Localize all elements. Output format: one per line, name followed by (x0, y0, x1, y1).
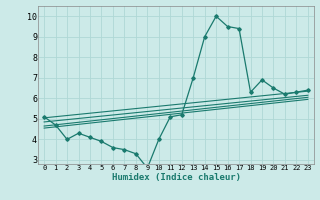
X-axis label: Humidex (Indice chaleur): Humidex (Indice chaleur) (111, 173, 241, 182)
